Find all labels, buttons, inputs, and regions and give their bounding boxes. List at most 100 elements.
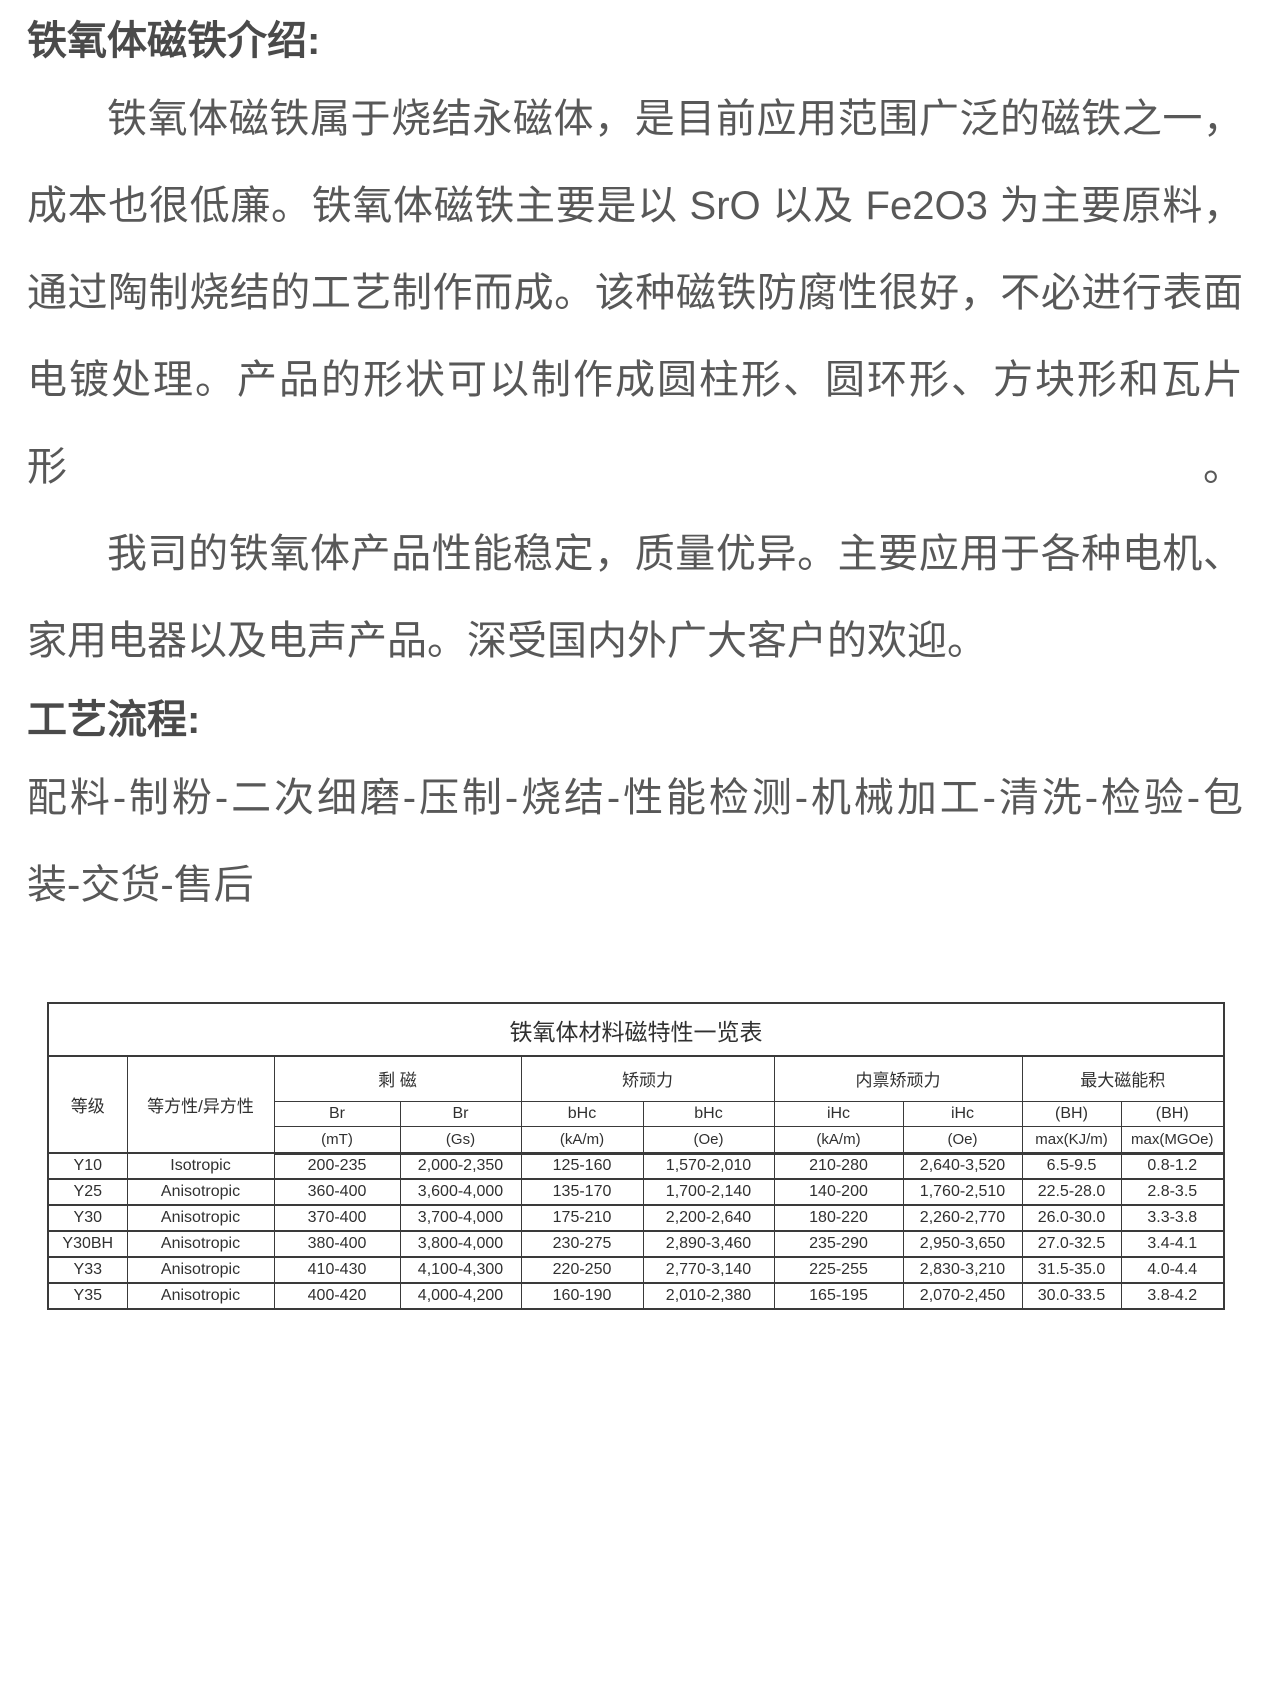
- table-cell: 360-400: [273, 1178, 401, 1206]
- table-cell: Anisotropic: [126, 1204, 275, 1232]
- table-cell: 2,950-3,650: [902, 1230, 1023, 1258]
- intro-line: 成本也很低廉。铁氧体磁铁主要是以 SrO 以及 Fe2O3 为主要原料，: [27, 184, 1243, 228]
- unit-header: max(MGOe): [1120, 1125, 1225, 1155]
- subheader: Br: [399, 1100, 522, 1127]
- header-group-max-energy-product: 最大磁能积: [1021, 1055, 1225, 1102]
- subheader: Br: [273, 1100, 401, 1127]
- table-cell: 0.8-1.2: [1120, 1152, 1225, 1180]
- unit-header: (kA/m): [520, 1125, 644, 1155]
- table-cell: 225-255: [773, 1256, 904, 1284]
- unit-header: max(KJ/m): [1021, 1125, 1122, 1155]
- table-cell: 210-280: [773, 1152, 904, 1180]
- table-cell: 165-195: [773, 1282, 904, 1310]
- table-cell: 2.8-3.5: [1120, 1178, 1225, 1206]
- table-title: 铁氧体材料磁特性一览表: [47, 1002, 1225, 1057]
- table-row: Y33 Anisotropic 410-430 4,100-4,300 220-250 2…: [47, 1256, 1225, 1284]
- table-row: Y30 Anisotropic 370-400 3,700-4,000 175-210 2…: [47, 1204, 1225, 1232]
- table-cell: 1,700-2,140: [642, 1178, 775, 1206]
- table-title-row: 铁氧体材料磁特性一览表: [47, 1002, 1225, 1057]
- table-cell: 3.3-3.8: [1120, 1204, 1225, 1232]
- subheader: iHc: [773, 1100, 904, 1127]
- table-cell: Anisotropic: [126, 1256, 275, 1284]
- header-group-intrinsic-coercivity: 内禀矫顽力: [773, 1055, 1023, 1102]
- table-cell: 22.5-28.0: [1021, 1178, 1122, 1206]
- document-page: 铁氧体磁铁介绍: 铁氧体磁铁属于烧结永磁体，是目前应用范围广泛的磁铁之一， 成本…: [27, 19, 1243, 1310]
- table-cell: 3,600-4,000: [399, 1178, 522, 1206]
- table-cell: 175-210: [520, 1204, 644, 1232]
- table-row: Y10 Isotropic 200-235 2,000-2,350 125-160 1,5…: [47, 1152, 1225, 1180]
- intro-heading: 铁氧体磁铁介绍:: [27, 19, 321, 63]
- table-cell: Y30BH: [47, 1230, 128, 1258]
- magnetic-properties-table: 铁氧体材料磁特性一览表 等级 等方性/异方性 剩 磁 矫顽力 内禀矫顽力 最大磁…: [47, 1002, 1225, 1310]
- table-cell: 4.0-4.4: [1120, 1256, 1225, 1284]
- intro-line: 电镀处理。产品的形状可以制作成圆柱形、圆环形、方块形和瓦片形。: [27, 358, 1243, 489]
- table-cell: 3.4-4.1: [1120, 1230, 1225, 1258]
- table-cell: 140-200: [773, 1178, 904, 1206]
- table-cell: 27.0-32.5: [1021, 1230, 1122, 1258]
- table-cell: Isotropic: [126, 1152, 275, 1180]
- table-cell: 2,070-2,450: [902, 1282, 1023, 1310]
- table-row: Y30BH Anisotropic 380-400 3,800-4,000 230-27…: [47, 1230, 1225, 1258]
- table-subheader-row: Br Br bHc bHc iHc iHc (BH) (BH): [48, 1100, 1225, 1127]
- unit-header: (Oe): [642, 1125, 775, 1155]
- unit-header: (mT): [273, 1125, 401, 1155]
- table-cell: 380-400: [273, 1230, 401, 1258]
- table-cell: Y35: [47, 1282, 128, 1310]
- table-cell: 410-430: [273, 1256, 401, 1284]
- intro-line: 家用电器以及电声产品。深受国内外广大客户的欢迎。: [27, 619, 987, 663]
- table-group-header-row: 等级 等方性/异方性 剩 磁 矫顽力 内禀矫顽力 最大磁能积: [47, 1055, 1225, 1154]
- table-cell: 4,000-4,200: [399, 1282, 522, 1310]
- table-cell: 3,700-4,000: [399, 1204, 522, 1232]
- table-cell: Anisotropic: [126, 1230, 275, 1258]
- subheader: iHc: [902, 1100, 1023, 1127]
- header-isotropy: 等方性/异方性: [126, 1055, 275, 1154]
- table-cell: 26.0-30.0: [1021, 1204, 1122, 1232]
- table-cell: 1,760-2,510: [902, 1178, 1023, 1206]
- unit-header: (Gs): [399, 1125, 522, 1155]
- table-cell: Y10: [47, 1152, 128, 1180]
- table-cell: 30.0-33.5: [1021, 1282, 1122, 1310]
- table-cell: 370-400: [273, 1204, 401, 1232]
- table-cell: Anisotropic: [126, 1282, 275, 1310]
- table-cell: 3,800-4,000: [399, 1230, 522, 1258]
- table-cell: 220-250: [520, 1256, 644, 1284]
- table-cell: 2,260-2,770: [902, 1204, 1023, 1232]
- process-line: 装-交货-售后: [27, 863, 254, 907]
- table-cell: 160-190: [520, 1282, 644, 1310]
- table-cell: 235-290: [773, 1230, 904, 1258]
- table-row: Y35 Anisotropic 400-420 4,000-4,200 160-190 2…: [47, 1282, 1225, 1310]
- intro-line: 通过陶制烧结的工艺制作而成。该种磁铁防腐性很好，不必进行表面: [27, 271, 1243, 315]
- process-heading: 工艺流程:: [27, 698, 201, 742]
- table-cell: 2,200-2,640: [642, 1204, 775, 1232]
- subheader: bHc: [642, 1100, 775, 1127]
- subheader: (BH): [1120, 1100, 1225, 1127]
- intro-line: 铁氧体磁铁属于烧结永磁体，是目前应用范围广泛的磁铁之一，: [107, 97, 1243, 141]
- subheader: (BH): [1021, 1100, 1122, 1127]
- table-cell: 2,640-3,520: [902, 1152, 1023, 1180]
- table-cell: 2,770-3,140: [642, 1256, 775, 1284]
- intro-paragraph: 铁氧体磁铁属于烧结永磁体，是目前应用范围广泛的磁铁之一， 成本也很低廉。铁氧体磁…: [27, 76, 1243, 685]
- table-unit-row: (mT) (Gs) (kA/m) (Oe) (kA/m) (Oe) max(KJ…: [48, 1125, 1225, 1155]
- table-cell: 3.8-4.2: [1120, 1282, 1225, 1310]
- subheader: bHc: [520, 1100, 644, 1127]
- table-cell: 2,000-2,350: [399, 1152, 522, 1180]
- table-cell: Anisotropic: [126, 1178, 275, 1206]
- table-cell: 31.5-35.0: [1021, 1256, 1122, 1284]
- table-cell: 4,100-4,300: [399, 1256, 522, 1284]
- table-cell: 125-160: [520, 1152, 644, 1180]
- table-cell: 2,830-3,210: [902, 1256, 1023, 1284]
- table-cell: 180-220: [773, 1204, 904, 1232]
- process-paragraph: 配料-制粉-二次细磨-压制-烧结-性能检测-机械加工-清洗-检验-包 装-交货-…: [27, 755, 1243, 929]
- process-line: 配料-制粉-二次细磨-压制-烧结-性能检测-机械加工-清洗-检验-包: [27, 776, 1243, 820]
- header-group-remanence: 剩 磁: [273, 1055, 522, 1102]
- table-cell: Y25: [47, 1178, 128, 1206]
- intro-line: 我司的铁氧体产品性能稳定，质量优异。主要应用于各种电机、: [107, 532, 1243, 576]
- table-body: Y10 Isotropic 200-235 2,000-2,350 125-160 1,5…: [47, 1152, 1225, 1310]
- table-row: Y25 Anisotropic 360-400 3,600-4,000 135-170 1…: [47, 1178, 1225, 1206]
- unit-header: (kA/m): [773, 1125, 904, 1155]
- unit-header: (Oe): [902, 1125, 1023, 1155]
- table-cell: 400-420: [273, 1282, 401, 1310]
- table-cell: 1,570-2,010: [642, 1152, 775, 1180]
- table-cell: 230-275: [520, 1230, 644, 1258]
- table-cell: 2,890-3,460: [642, 1230, 775, 1258]
